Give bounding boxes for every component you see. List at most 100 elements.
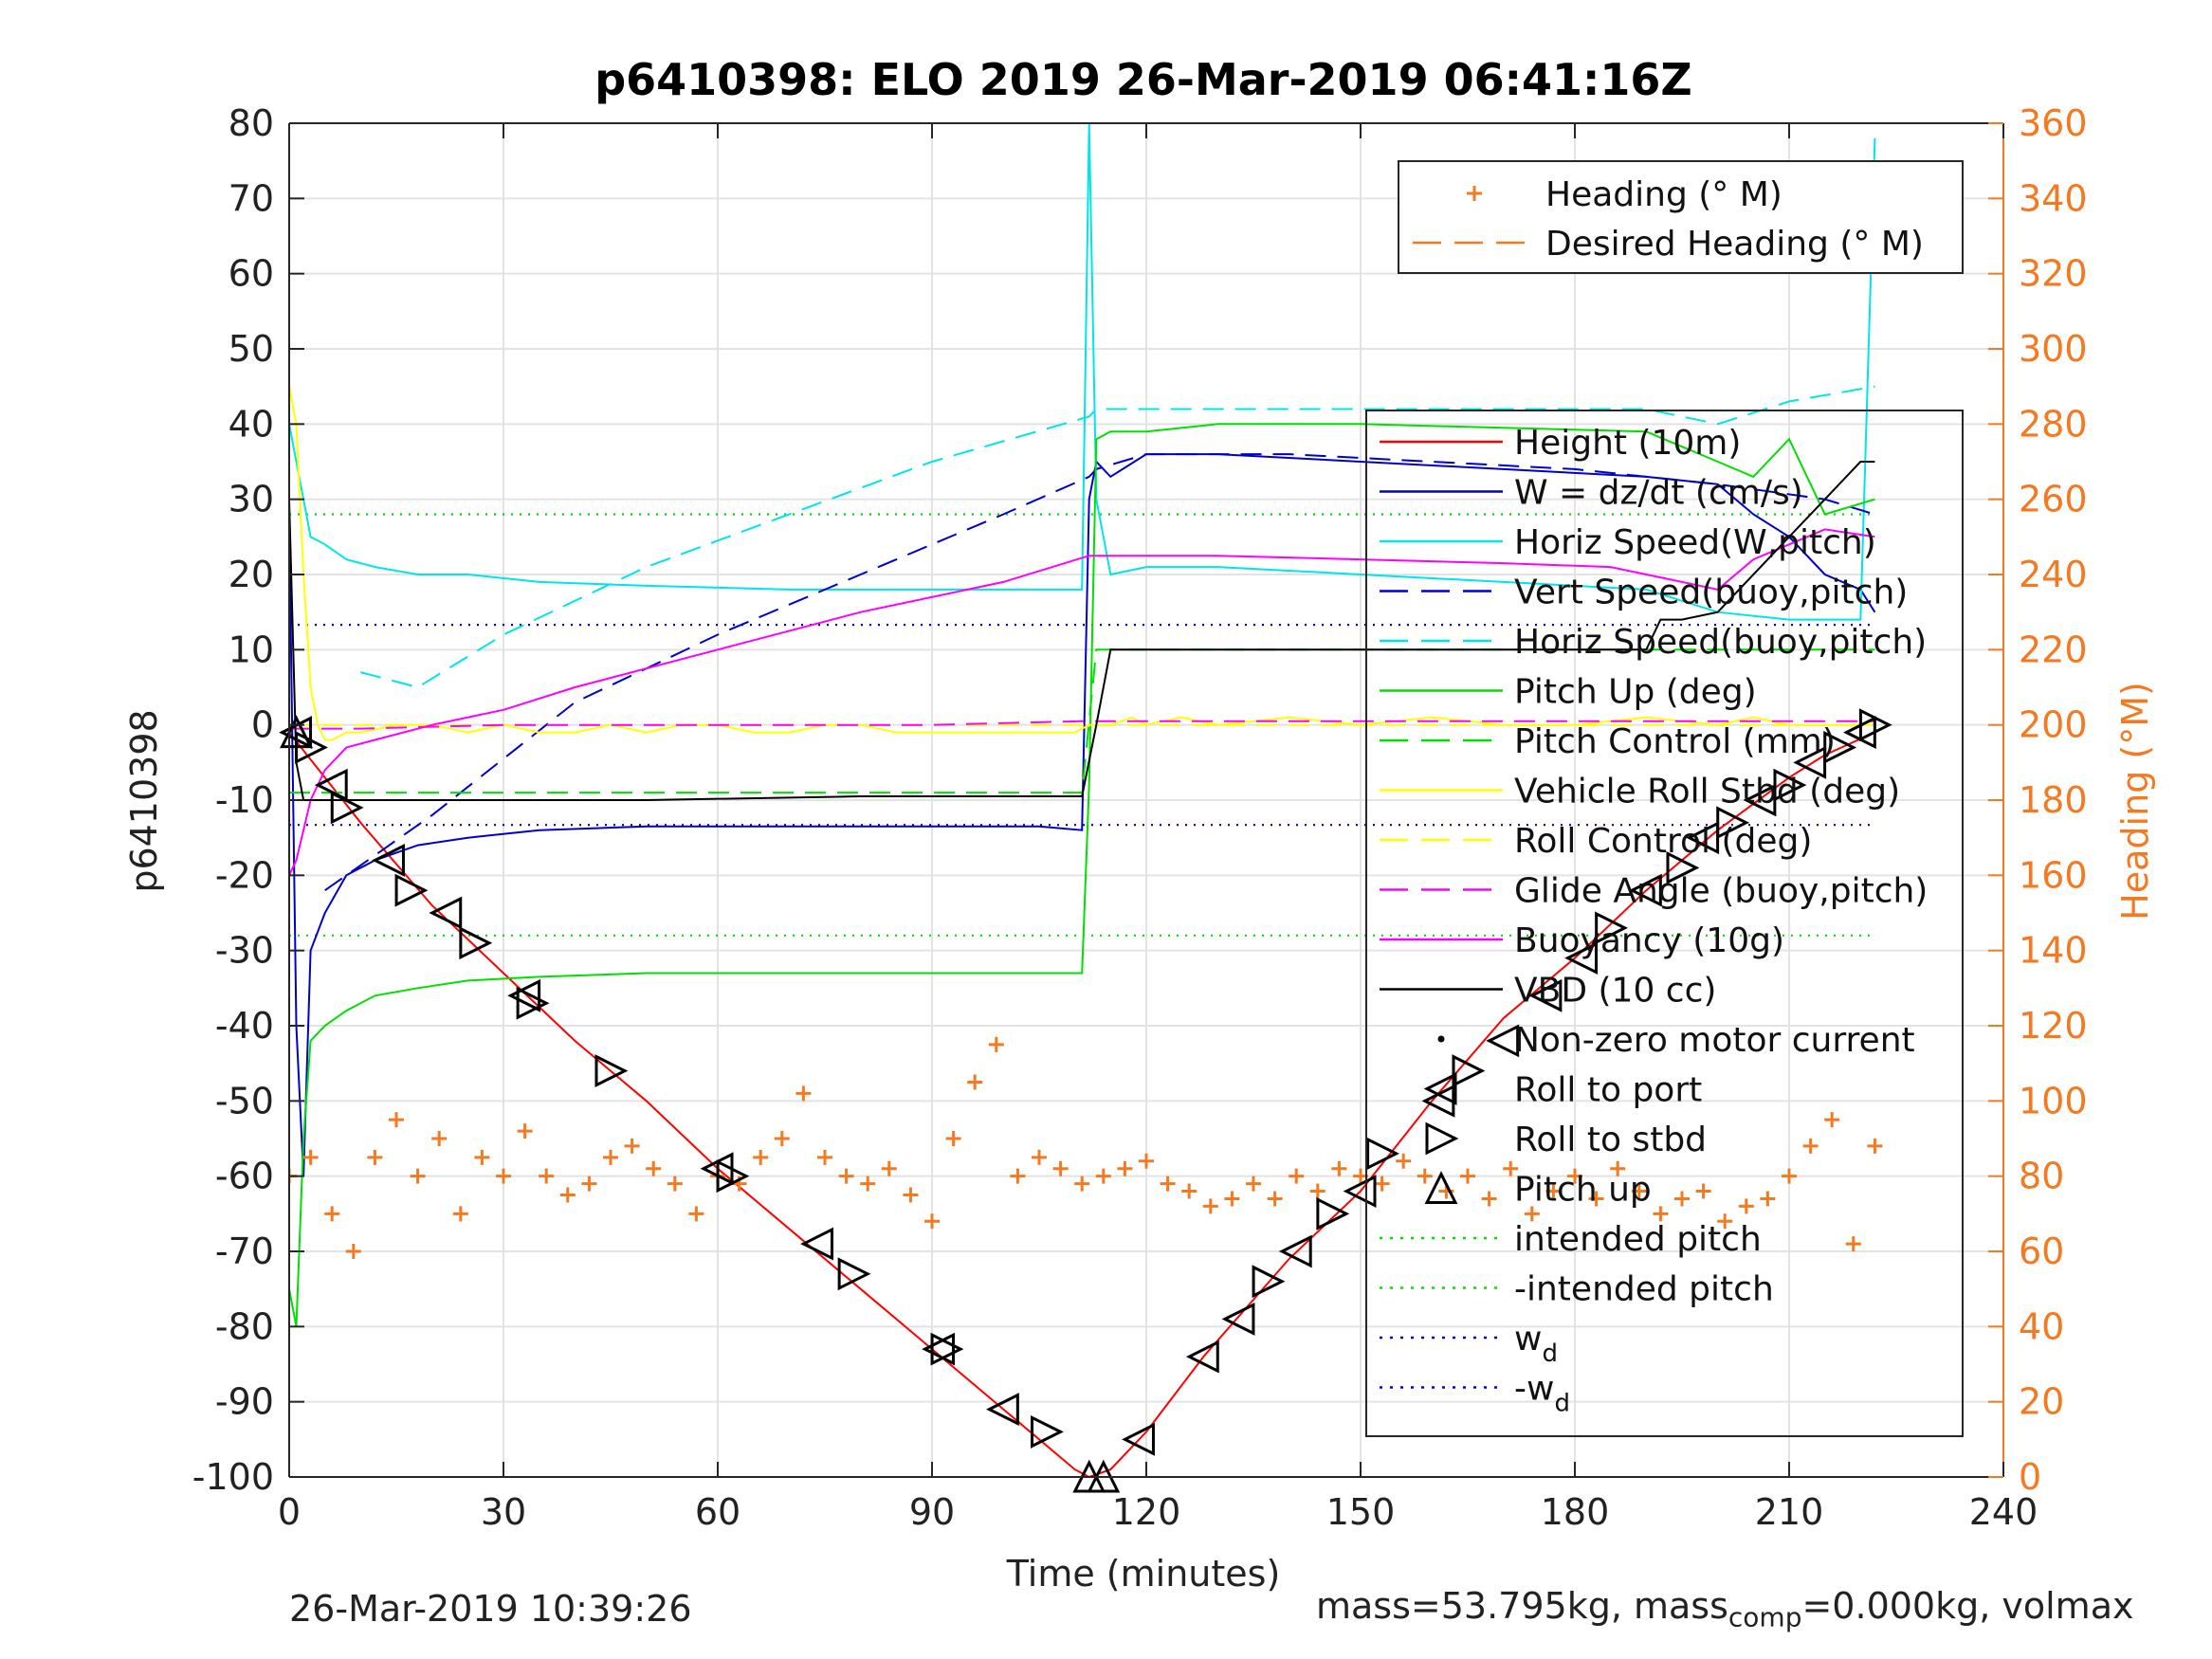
legend-label: Horiz Speed(buoy,pitch) <box>1514 623 1927 662</box>
series-vbd-10-cc <box>289 461 1875 801</box>
heading-point <box>1631 1183 1647 1199</box>
heading-point <box>817 1149 832 1165</box>
heading-point <box>988 1036 1004 1052</box>
y-tick-label: 80 <box>229 102 274 144</box>
heading-point <box>924 1213 940 1230</box>
marker-roll-to-stbd <box>459 926 493 960</box>
legend-label: Buoyancy (10g) <box>1514 921 1784 960</box>
heading-point <box>1052 1160 1069 1176</box>
y2-tick-label: 180 <box>2019 779 2088 821</box>
heading-point <box>1460 1168 1475 1184</box>
heading-point <box>345 1244 361 1259</box>
heading-point <box>1503 1160 1519 1176</box>
heading-point <box>945 1131 961 1146</box>
y2-tick-label: 140 <box>2019 930 2088 972</box>
y-tick-label: -10 <box>215 779 274 821</box>
legend-heading: Heading (° M) Desired Heading (° M) <box>1398 160 1964 274</box>
y2-tick-label: 0 <box>2019 1456 2041 1498</box>
heading-point <box>838 1168 854 1184</box>
x-tick-label: 0 <box>278 1491 301 1533</box>
legend-main: Height (10m) W = dz/dt (cm/s) Horiz Speed(… <box>1365 410 1964 1437</box>
marker-roll-to-port <box>922 1332 956 1366</box>
y2-tick-label: 200 <box>2019 704 2088 746</box>
y2-tick-label: 160 <box>2019 854 2088 896</box>
legend-top-box <box>1398 160 1964 274</box>
heading-point <box>367 1149 383 1165</box>
marker-roll-to-port <box>1185 1340 1219 1374</box>
heading-point <box>452 1206 468 1222</box>
heading-point <box>1824 1112 1840 1128</box>
legend-label: -wd <box>1514 1370 1570 1418</box>
heading-point <box>302 1149 319 1165</box>
footer-mass: mass=53.795kg, masscomp=0.000kg, volmax <box>1316 1585 2133 1633</box>
series-horiz-speed-buoy-pitch <box>360 385 1875 689</box>
legend-swatch <box>1424 1171 1458 1204</box>
y2-tick-label: 280 <box>2019 403 2088 445</box>
heading-point <box>1674 1191 1690 1207</box>
legend-label: Non-zero motor current <box>1514 1021 1915 1060</box>
marker-roll-to-port <box>1486 1024 1520 1058</box>
series-pitch-up-deg <box>289 423 1875 1327</box>
series-layer <box>289 123 1883 1477</box>
legend-label: Roll Control (deg) <box>1514 822 1812 861</box>
heading-point <box>324 1206 340 1222</box>
heading-point <box>688 1206 704 1222</box>
y2-tick-label: 80 <box>2019 1156 2064 1197</box>
heading-point <box>1845 1236 1861 1252</box>
series-heading-m <box>289 1036 1883 1259</box>
heading-point <box>881 1160 897 1176</box>
y-tick-label: -70 <box>215 1231 274 1272</box>
marker-roll-to-port <box>1221 1302 1255 1336</box>
marker-roll-to-port <box>1278 1234 1312 1268</box>
marker-layer <box>279 708 1892 1493</box>
legend-label: Roll to stbd <box>1514 1121 1707 1159</box>
y2-tick-label: 300 <box>2019 328 2088 370</box>
y-tick-label: 0 <box>251 704 274 746</box>
marker-roll-to-port <box>1564 941 1599 975</box>
heading-point <box>624 1138 640 1154</box>
heading-point <box>581 1176 597 1192</box>
heading-point <box>1738 1198 1754 1214</box>
marker-roll-to-port <box>1528 978 1563 1012</box>
heading-point <box>1224 1191 1240 1207</box>
legend-label: -intended pitch <box>1514 1270 1774 1309</box>
marker-roll-to-port <box>372 844 405 877</box>
y-tick-label: 10 <box>229 629 274 670</box>
heading-point <box>1396 1153 1412 1169</box>
heading-point <box>1653 1206 1669 1222</box>
legend-label: Heading (° M) <box>1545 175 1782 214</box>
heading-point <box>1160 1176 1176 1192</box>
heading-point <box>1139 1153 1154 1169</box>
heading-point <box>1867 1138 1883 1154</box>
marker-roll-to-stbd <box>1031 1414 1064 1449</box>
series-buoyancy-10g <box>289 528 1875 876</box>
heading-point <box>646 1160 662 1176</box>
x-tick-label: 60 <box>695 1491 740 1533</box>
legend-label: W = dz/dt (cm/s) <box>1514 474 1803 513</box>
series-horiz-speed-w-pitch <box>289 123 1876 621</box>
heading-point <box>1782 1168 1797 1184</box>
legend-label: Vert Speed(buoy,pitch) <box>1514 574 1908 612</box>
x-tick-label: 180 <box>1541 1491 1610 1533</box>
heading-point <box>1331 1160 1347 1176</box>
y2-tick-label: 40 <box>2019 1305 2064 1347</box>
y-axis-label: p6410398 <box>123 709 165 892</box>
marker-roll-to-port <box>800 1227 833 1261</box>
x-tick-label: 150 <box>1326 1491 1396 1533</box>
marker-roll-to-stbd <box>1595 911 1629 945</box>
x-tick-label: 210 <box>1755 1491 1824 1533</box>
heading-point <box>1588 1191 1604 1207</box>
y-tick-label: -40 <box>215 1005 274 1047</box>
marker-roll-to-stbd <box>1366 1137 1399 1171</box>
y2-axis-label: Heading (°M) <box>2114 682 2156 921</box>
heading-point <box>1545 1183 1562 1199</box>
y2-tick-label: 240 <box>2019 554 2088 595</box>
heading-point <box>1246 1176 1261 1192</box>
marker-roll-to-stbd <box>1716 806 1750 840</box>
axes: 0 30 60 90 120 150 180 210 24080706050403020100-… <box>192 102 2088 1533</box>
heading-point <box>967 1074 983 1090</box>
y2-tick-label: 120 <box>2019 1005 2088 1047</box>
heading-point <box>517 1123 533 1139</box>
heading-point <box>496 1168 511 1184</box>
